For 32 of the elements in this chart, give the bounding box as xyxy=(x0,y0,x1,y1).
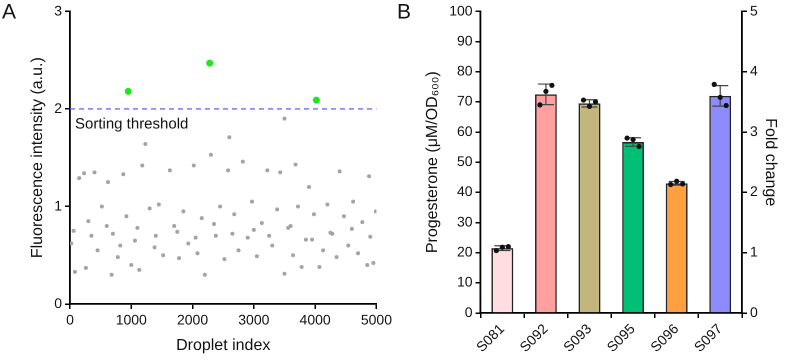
y-axis-title: Fluorescence intensity (a.u.) xyxy=(29,57,46,258)
y-tick-label: 3 xyxy=(54,2,62,18)
y-tick-label: 10 xyxy=(456,274,473,290)
y2-tick-label: 2 xyxy=(750,183,758,200)
y2-tick-label: 1 xyxy=(750,244,758,260)
y-tick-label: 80 xyxy=(456,62,473,79)
y2-tick-label: 4 xyxy=(750,62,758,79)
y-tick-label: 20 xyxy=(456,244,473,260)
text: A xyxy=(2,0,16,24)
text: B xyxy=(397,0,412,24)
y-tick-label: 2 xyxy=(54,100,62,116)
x-tick-label: 5000 xyxy=(360,311,392,328)
y2-axis-title: Fold change xyxy=(762,118,779,206)
x-tick-label: 1000 xyxy=(116,311,148,328)
ref-line-label: Sorting threshold xyxy=(74,116,188,133)
x-tick-label: 2000 xyxy=(176,311,208,328)
y2-tick-label: 3 xyxy=(750,122,758,139)
y-axis-title: Progesterone (μM/OD₆₀₀) xyxy=(424,71,442,254)
x-tick-label: 3000 xyxy=(238,311,270,328)
y-tick-label: 90 xyxy=(456,32,473,48)
y-tick-label: 60 xyxy=(456,122,473,139)
x-axis-title: Droplet index xyxy=(176,336,270,354)
x-tick-label: 0 xyxy=(66,311,74,328)
y-tick-label: 30 xyxy=(456,213,473,230)
y-tick-label: 70 xyxy=(456,92,473,109)
y-tick-label: 40 xyxy=(456,183,473,200)
x-tick-label: 4000 xyxy=(300,311,331,328)
y-tick-label: 100 xyxy=(449,2,473,18)
y2-tick-label: 5 xyxy=(750,2,758,18)
y-tick-label: 50 xyxy=(456,153,473,170)
y-tick-label: 1 xyxy=(54,197,62,214)
y-tick-label: 0 xyxy=(54,294,62,311)
